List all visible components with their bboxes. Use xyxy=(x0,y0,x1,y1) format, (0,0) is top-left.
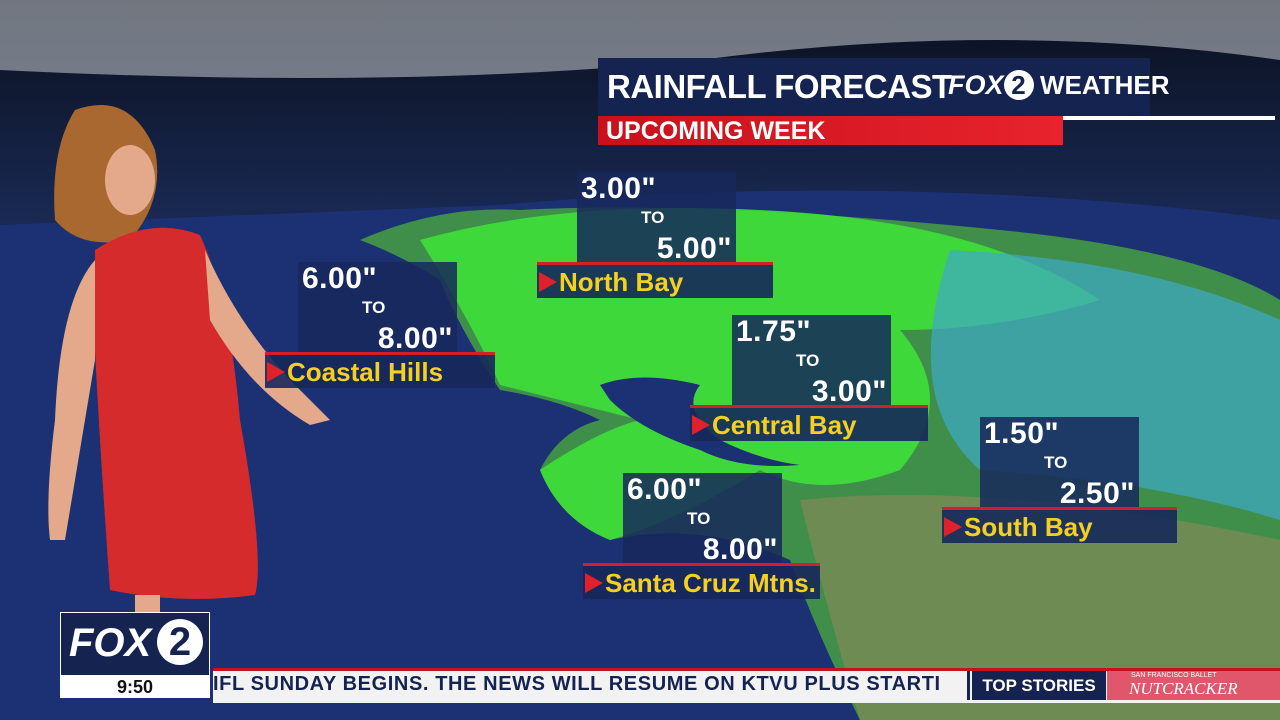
pointer xyxy=(944,517,962,537)
rainfall-to: TO xyxy=(641,208,665,227)
bug-box: FOX 2 xyxy=(60,612,210,676)
ticker-ad: SAN FRANCISCO BALLET NUTCRACKER xyxy=(1107,671,1280,700)
ticker-section: TOP STORIES xyxy=(972,671,1106,700)
header-subtitle: UPCOMING WEEK xyxy=(606,117,826,145)
region-name: Central Bay xyxy=(712,410,857,440)
presenter xyxy=(48,105,330,620)
region-name: North Bay xyxy=(559,267,684,297)
rainfall-to: TO xyxy=(362,298,386,317)
header-box xyxy=(598,58,1150,116)
pointer xyxy=(585,573,603,593)
ticker-text: IFL SUNDAY BEGINS. THE NEWS WILL RESUME … xyxy=(213,673,941,695)
region-label: South Bay xyxy=(942,507,1177,543)
logo-number: 2 xyxy=(1003,70,1034,100)
rainfall-low: 1.75" xyxy=(736,315,812,348)
region-label: Santa Cruz Mtns. xyxy=(583,563,820,599)
bug-number: 2 xyxy=(157,619,203,665)
rainfall-high: 8.00" xyxy=(702,533,778,566)
ticker-divider xyxy=(967,671,970,700)
ad-title: NUTCRACKER xyxy=(1129,679,1238,698)
region-name: South Bay xyxy=(964,512,1093,542)
region-box: 6.00" TO 8.00" xyxy=(623,473,782,566)
rainfall-low: 1.50" xyxy=(984,417,1060,450)
terrain xyxy=(800,495,1280,720)
region-box: 3.00" TO 5.00" xyxy=(577,172,736,265)
rainfall-high: 3.00" xyxy=(811,375,887,408)
header-logo: FOX 2 WEATHER xyxy=(948,70,1169,104)
rainfall-high: 8.00" xyxy=(377,322,453,355)
pointer xyxy=(539,272,557,292)
region-label: North Bay xyxy=(537,262,773,298)
rainfall-high: 5.00" xyxy=(656,232,732,265)
region-box: 6.00" TO 8.00" xyxy=(298,262,457,355)
rainfall-low: 6.00" xyxy=(627,473,703,506)
logo-label: WEATHER xyxy=(1039,70,1170,100)
region-label: Coastal Hills xyxy=(265,352,495,388)
subtitle-bar xyxy=(598,116,1063,145)
bug-brand: FOX xyxy=(69,621,152,665)
region-name: Coastal Hills xyxy=(287,357,444,387)
region-box: 1.50" TO 2.50" xyxy=(980,417,1139,510)
rainfall-low: 6.00" xyxy=(302,262,378,295)
ad-small: SAN FRANCISCO BALLET xyxy=(1131,672,1217,679)
region-name: Santa Cruz Mtns. xyxy=(605,568,816,598)
header-rule xyxy=(1063,116,1275,120)
clouds xyxy=(0,0,1280,78)
rainfall-to: TO xyxy=(796,351,820,370)
region-label: Central Bay xyxy=(690,405,928,441)
rainfall-to: TO xyxy=(687,509,711,528)
pointer xyxy=(267,362,285,382)
bug-time: 9:50 xyxy=(60,676,210,698)
header-title: RAINFALL FORECAST xyxy=(607,68,952,105)
pointer xyxy=(692,415,710,435)
rainfall-high: 2.50" xyxy=(1059,477,1135,510)
region-box: 1.75" TO 3.00" xyxy=(732,315,891,408)
rainfall-low: 3.00" xyxy=(581,172,657,205)
logo-brand: FOX xyxy=(948,70,1004,100)
rainfall-to: TO xyxy=(1044,453,1068,472)
